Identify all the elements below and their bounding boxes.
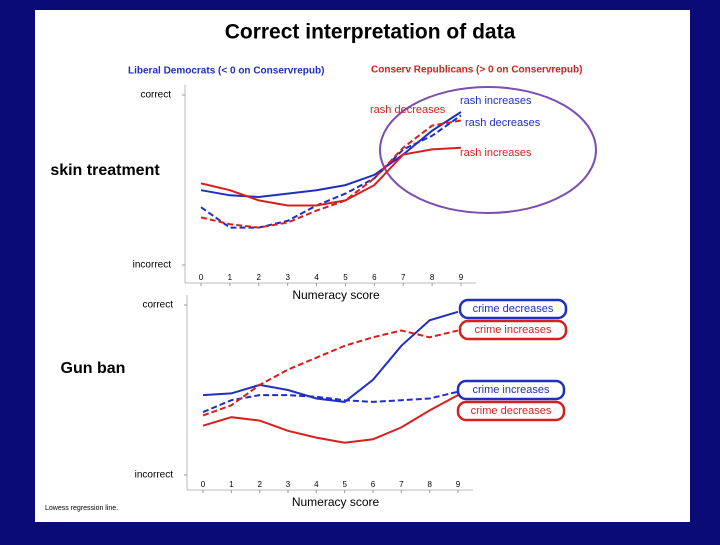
x-tick-label: 8 [427,480,432,489]
x-tick-label: 6 [372,273,377,282]
footnote: Lowess regression line. [45,505,118,512]
data-line [202,390,459,414]
x-tick-label: 2 [257,480,262,489]
annotation: rash decreases [465,117,541,129]
annotation: rash increases [460,147,532,159]
x-tick-label: 4 [314,480,319,489]
data-line [202,310,459,403]
chart-label: Gun ban [60,360,126,377]
annotation: crime increases [472,384,550,396]
chart-title: Correct interpretation of data [225,21,516,44]
annotation-box [458,319,568,341]
y-tick-label: correct [140,90,171,101]
x-tick-label: 7 [399,480,404,489]
annotation: crime increases [474,324,552,336]
slide-panel [35,10,690,522]
x-axis-label: Numeracy score [292,495,380,509]
x-tick-label: 1 [229,480,234,489]
x-axis-label: Numeracy score [292,288,380,302]
data-line [202,329,459,417]
x-tick-label: 4 [314,273,319,282]
y-tick-label: incorrect [135,470,174,481]
highlight-ellipse [379,86,597,214]
x-tick-label: 3 [286,480,291,489]
x-tick-label: 6 [371,480,376,489]
y-tick-label: incorrect [133,260,172,271]
x-tick-label: 2 [257,273,262,282]
y-tick-label: correct [142,300,173,311]
annotation-box [456,400,566,422]
legend-right: Conserv Republicans (> 0 on Conservrepub… [371,65,582,76]
data-line [200,119,462,229]
x-tick-label: 7 [401,273,406,282]
data-line [200,114,462,229]
x-tick-label: 9 [456,480,461,489]
annotation-box [458,298,568,320]
annotation: crime decreases [473,303,554,315]
x-tick-label: 8 [430,273,435,282]
x-tick-label: 9 [459,273,464,282]
annotation: rash decreases [370,104,446,116]
x-tick-label: 1 [228,273,233,282]
annotation-box [456,379,566,401]
x-tick-label: 5 [342,480,347,489]
x-tick-label: 0 [201,480,206,489]
x-tick-label: 0 [199,273,204,282]
x-tick-label: 3 [285,273,290,282]
chart-label: skin treatment [50,162,160,179]
annotation: crime decreases [471,405,552,417]
annotation: rash increases [460,95,532,107]
x-tick-label: 5 [343,273,348,282]
data-line [200,146,462,207]
legend-left: Liberal Democrats (< 0 on Conservrepub) [128,66,324,77]
data-line [202,394,459,444]
